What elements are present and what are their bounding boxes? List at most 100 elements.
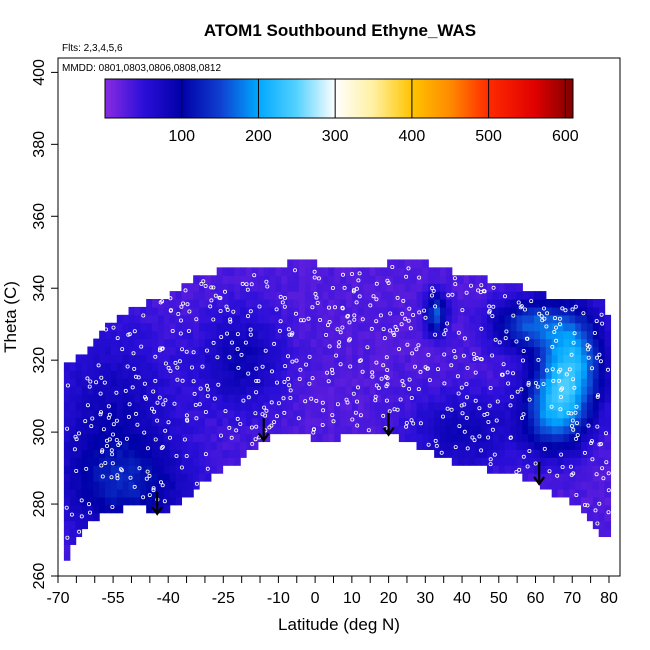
heatmap-cell <box>428 299 435 308</box>
colorbar-tick-label: 300 <box>322 128 349 145</box>
sample-point <box>387 409 392 414</box>
sample-point <box>490 427 495 432</box>
heatmap-cell <box>257 393 265 403</box>
sample-point <box>347 320 352 325</box>
sample-point <box>162 499 167 504</box>
heatmap-cell <box>445 417 453 427</box>
heatmap-cell <box>351 322 359 332</box>
heatmap-cell <box>269 275 277 284</box>
sample-point <box>158 480 163 485</box>
heatmap-cell <box>363 362 371 371</box>
heatmap-cell <box>551 401 559 411</box>
heatmap-cell <box>334 291 341 300</box>
heatmap-cell <box>63 417 71 427</box>
heatmap-cell <box>522 299 529 308</box>
heatmap-cell <box>75 449 83 458</box>
heatmap-cell <box>410 299 418 308</box>
heatmap-cell <box>528 291 535 300</box>
heatmap-cell <box>93 378 100 387</box>
sample-point <box>263 348 268 353</box>
heatmap-cell <box>316 299 324 308</box>
heatmap-cell <box>369 330 376 340</box>
heatmap-cell <box>381 417 388 427</box>
heatmap-cell <box>163 409 171 419</box>
heatmap-cell <box>228 346 235 356</box>
heatmap-cell <box>75 481 83 490</box>
sample-point <box>606 488 611 493</box>
x-tick-label: -40 <box>157 590 180 607</box>
heatmap-cell <box>522 441 529 450</box>
heatmap-cell <box>304 417 312 427</box>
heatmap-cell <box>140 488 147 498</box>
heatmap-cell <box>316 370 324 379</box>
heatmap-cell <box>445 283 453 292</box>
heatmap-cell <box>87 473 94 482</box>
heatmap-cell <box>298 330 306 340</box>
heatmap-cell <box>528 473 535 482</box>
heatmap-cell <box>152 346 159 356</box>
heatmap-cell <box>581 330 588 340</box>
heatmap-cell <box>175 386 183 395</box>
heatmap-cell <box>581 433 588 443</box>
heatmap-cell <box>363 283 371 292</box>
sample-point <box>354 399 359 404</box>
heatmap-cell <box>116 457 124 466</box>
sample-point <box>281 396 286 401</box>
sample-point <box>604 460 609 465</box>
heatmap-cell <box>69 512 77 522</box>
sample-point <box>151 486 156 491</box>
heatmap-cell <box>222 306 230 316</box>
heatmap-cell <box>146 370 153 379</box>
heatmap-cell <box>105 488 112 498</box>
sample-point <box>344 397 349 402</box>
heatmap-cell <box>334 362 341 371</box>
heatmap-cell <box>498 346 506 356</box>
sample-point <box>312 275 317 280</box>
heatmap-cell <box>193 409 200 419</box>
heatmap-cell <box>551 457 559 466</box>
heatmap-cell <box>204 378 212 387</box>
sample-point <box>525 336 530 341</box>
heatmap-cell <box>492 457 500 466</box>
heatmap-cell <box>504 378 512 387</box>
heatmap-cell <box>152 473 159 482</box>
heatmap-cell <box>134 425 141 435</box>
heatmap-cell <box>463 433 470 443</box>
heatmap-cell <box>351 346 359 356</box>
heatmap-cell <box>504 465 512 474</box>
heatmap-cell <box>234 267 241 276</box>
heatmap-cell <box>463 299 470 308</box>
heatmap-cell <box>581 354 588 363</box>
heatmap-cell <box>257 314 265 324</box>
sample-point <box>417 275 422 280</box>
heatmap-cell <box>157 354 165 363</box>
sample-point <box>228 319 233 324</box>
heatmap-cell <box>410 283 418 292</box>
heatmap-cell <box>487 354 494 363</box>
sample-point <box>236 365 241 370</box>
heatmap-cell <box>440 401 447 411</box>
heatmap-cell <box>381 330 388 340</box>
heatmap-cell <box>363 314 371 324</box>
heatmap-cell <box>99 488 106 498</box>
heatmap-cell <box>228 378 235 387</box>
heatmap-cell <box>316 393 324 403</box>
sample-point <box>205 387 210 392</box>
heatmap-cell <box>575 378 582 387</box>
heatmap-cell <box>363 275 371 284</box>
heatmap-cell <box>539 386 547 395</box>
heatmap-cell <box>510 338 518 348</box>
x-tick-label: 40 <box>453 590 471 607</box>
heatmap-cell <box>557 441 565 450</box>
sample-point <box>109 448 114 453</box>
sample-point <box>358 413 363 418</box>
heatmap-cell <box>375 370 382 379</box>
sample-point <box>558 322 563 327</box>
sample-point <box>326 305 331 310</box>
heatmap-cell <box>457 291 465 300</box>
heatmap-cell <box>416 338 423 348</box>
heatmap-cell <box>193 330 200 340</box>
heatmap-cell <box>181 362 188 371</box>
heatmap-cell <box>481 330 488 340</box>
heatmap-cell <box>287 338 294 348</box>
